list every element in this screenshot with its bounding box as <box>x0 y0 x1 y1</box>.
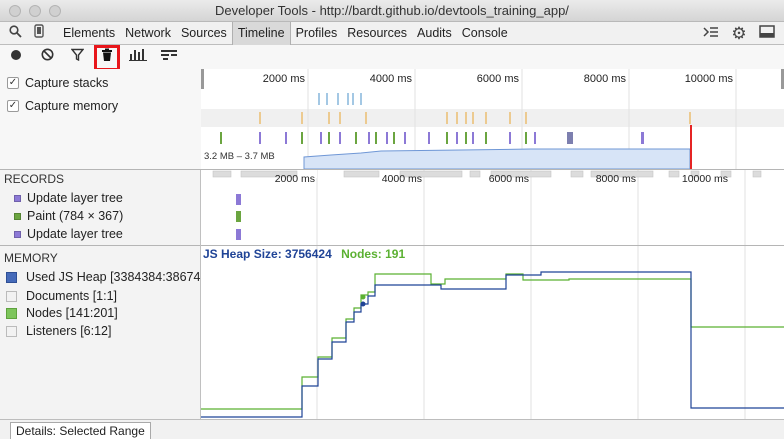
garbage-collect-icon[interactable] <box>94 45 120 71</box>
record-label: Update layer tree <box>27 191 123 205</box>
counter-label: Listeners [6:12] <box>26 324 112 338</box>
record-item[interactable]: Paint (784 × 367) <box>14 207 123 225</box>
nodes-current-dot <box>360 294 366 300</box>
counter-label: Documents [1:1] <box>26 289 118 303</box>
nodes-counter-line <box>201 273 784 410</box>
window-titlebar: Developer Tools - http://bardt.github.io… <box>0 0 784 22</box>
overview-tick: 8000 ms <box>584 73 627 85</box>
memory-graph[interactable] <box>201 246 784 419</box>
overview-tick: 6000 ms <box>477 73 520 85</box>
records-tick: 10000 ms <box>682 173 728 185</box>
details-tab[interactable]: Details: Selected Range <box>10 422 151 439</box>
drawer-toggle-icon[interactable] <box>701 22 721 45</box>
capture-options: ✓ Capture stacks ✓ Capture memory <box>0 69 201 169</box>
counter-color-swatch[interactable] <box>6 271 17 283</box>
capture-stacks-option[interactable]: ✓ Capture stacks <box>7 74 108 92</box>
memory-heading: MEMORY <box>4 251 58 265</box>
record-bar[interactable] <box>236 229 241 240</box>
dock-icon[interactable] <box>756 22 778 45</box>
records-tick: 2000 ms <box>275 173 315 185</box>
overview-divider <box>0 169 784 170</box>
memory-readout: JS Heap Size: 3756424 Nodes: 191 <box>203 247 405 261</box>
record-label: Update layer tree <box>27 227 123 241</box>
memory-counter-listeners[interactable]: Listeners [6:12] <box>6 322 200 340</box>
tab-network[interactable]: Network <box>125 26 171 40</box>
records-divider <box>0 245 784 246</box>
overview-memory-range: 3.2 MB – 3.7 MB <box>204 151 275 162</box>
panel-splitter[interactable] <box>200 170 201 419</box>
overview-rendering-events <box>220 132 536 144</box>
tab-console[interactable]: Console <box>461 26 508 40</box>
capture-stacks-checkbox[interactable]: ✓ <box>7 77 19 89</box>
filter-icon[interactable] <box>67 47 87 67</box>
records-tick: 8000 ms <box>596 173 636 185</box>
memory-counter-nodes[interactable]: Nodes [141:201] <box>6 304 200 322</box>
tab-audits[interactable]: Audits <box>417 26 452 40</box>
panel-tabs: Elements Network Sources Timeline Profil… <box>58 22 513 45</box>
heap-current-dot <box>360 301 366 307</box>
memory-counter-js-heap[interactable]: Used JS Heap [3384384:38674 <box>6 268 200 286</box>
js-heap-size-readout: JS Heap Size: 3756424 <box>203 247 332 261</box>
tab-resources[interactable]: Resources <box>347 26 408 40</box>
record-icon[interactable] <box>6 47 26 67</box>
overview-tick: 10000 ms <box>685 73 734 85</box>
window-title: Developer Tools - http://bardt.github.io… <box>215 3 569 18</box>
record-label: Paint (784 × 367) <box>27 209 124 223</box>
record-color-swatch <box>14 194 21 202</box>
record-color-swatch <box>14 212 21 220</box>
records-tick: 6000 ms <box>489 173 529 185</box>
records-tick: 4000 ms <box>382 173 422 185</box>
capture-stacks-label: Capture stacks <box>25 76 109 90</box>
record-bar[interactable] <box>236 194 241 205</box>
record-item[interactable]: Update layer tree <box>14 189 123 207</box>
flame-chart-icon[interactable] <box>159 47 179 67</box>
details-pane: Details: Selected Range <box>0 419 784 439</box>
nodes-readout: Nodes: 191 <box>341 247 406 261</box>
counter-label: Nodes [141:201] <box>26 306 118 320</box>
record-color-swatch <box>14 230 21 238</box>
timeline-overview[interactable]: 2000 ms 4000 ms 6000 ms 8000 ms 10000 ms <box>201 69 784 169</box>
minimize-window-button[interactable] <box>29 5 41 17</box>
tab-profiles[interactable]: Profiles <box>295 26 338 40</box>
close-window-button[interactable] <box>9 5 21 17</box>
records-timeline[interactable]: 2000 ms 4000 ms 6000 ms 8000 ms 10000 ms <box>201 170 784 245</box>
memory-counter-documents[interactable]: Documents [1:1] <box>6 287 200 305</box>
record-bar[interactable] <box>236 211 241 222</box>
overview-scripting-events <box>259 112 691 124</box>
counter-color-swatch[interactable] <box>6 325 17 337</box>
overview-tick: 2000 ms <box>263 73 306 85</box>
bar-chart-icon[interactable] <box>128 47 148 67</box>
counter-label: Used JS Heap [3384384:38674 <box>26 270 200 284</box>
record-item[interactable]: Update layer tree <box>14 225 123 243</box>
overview-render-block <box>567 132 573 144</box>
records-panel <box>0 170 200 245</box>
overview-render-block <box>641 132 644 144</box>
capture-memory-checkbox[interactable]: ✓ <box>7 100 19 112</box>
devtools-tabbar: Elements Network Sources Timeline Profil… <box>0 22 784 45</box>
device-icon[interactable] <box>30 22 48 45</box>
timeline-toolbar <box>0 45 784 71</box>
gear-icon[interactable]: ⚙ <box>731 24 747 43</box>
tab-timeline[interactable]: Timeline <box>231 22 291 45</box>
clear-icon[interactable] <box>37 47 57 67</box>
capture-memory-option[interactable]: ✓ Capture memory <box>7 97 118 115</box>
capture-memory-label: Capture memory <box>25 99 119 113</box>
tab-elements[interactable]: Elements <box>63 26 116 40</box>
overview-tick: 4000 ms <box>370 73 413 85</box>
zoom-window-button[interactable] <box>49 5 61 17</box>
overview-current-marker <box>690 125 692 169</box>
counter-color-swatch[interactable] <box>6 290 17 302</box>
counter-color-swatch[interactable] <box>6 307 17 319</box>
memory-panel <box>0 246 200 419</box>
records-heading: RECORDS <box>4 172 65 186</box>
overview-network-events <box>318 93 362 105</box>
tab-sources[interactable]: Sources <box>180 26 227 40</box>
search-icon[interactable] <box>6 22 24 45</box>
